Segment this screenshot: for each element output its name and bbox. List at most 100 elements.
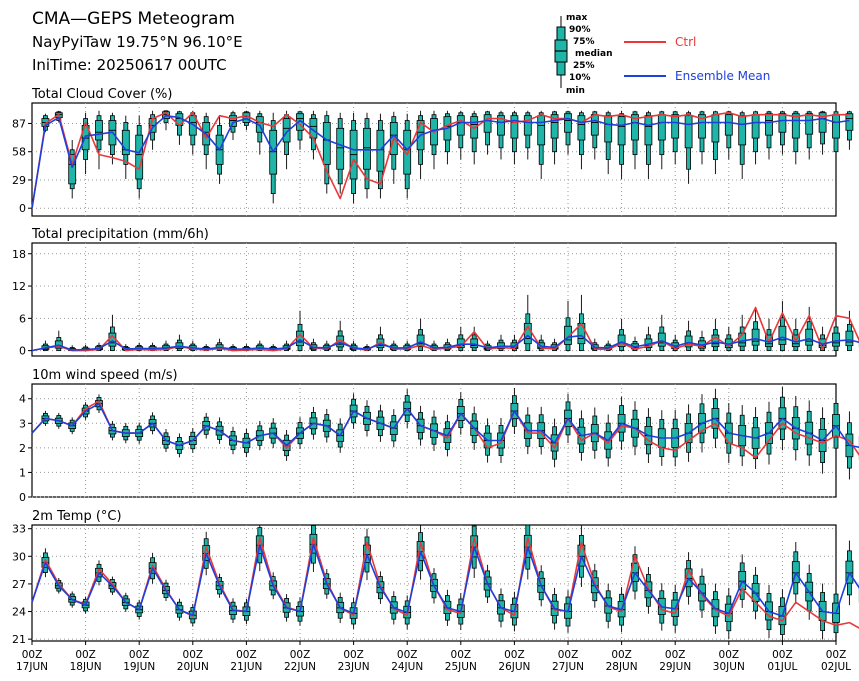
x-tick-label-date: 25JUN	[445, 661, 477, 673]
box-inner	[724, 114, 733, 136]
y-tick-label: 33	[12, 523, 26, 536]
panel-2: 0 1 2 3 4 10m wind speed (m/s)	[19, 368, 859, 504]
box-inner	[188, 115, 197, 136]
box-whisker	[711, 318, 720, 352]
box-inner	[818, 112, 827, 133]
y-tick-label: 87	[12, 117, 26, 130]
box-whisker	[108, 314, 117, 352]
box-inner	[657, 332, 666, 347]
x-tick-label-date: 21JUN	[230, 661, 262, 673]
x-tick-label-time: 00Z	[75, 649, 96, 661]
box-whisker	[322, 110, 331, 194]
box-whisker	[577, 110, 586, 170]
legend-label-p75: 75%	[573, 37, 595, 47]
box-inner	[121, 129, 130, 156]
x-tick-label-time: 00Z	[129, 649, 150, 661]
box-whisker	[135, 115, 144, 199]
x-axis: 00Z17JUN00Z18JUN00Z19JUN00Z20JUN00Z21JUN…	[16, 641, 851, 673]
box-whisker	[483, 110, 492, 155]
x-tick-label-date: 26JUN	[498, 661, 530, 673]
box-inner	[322, 122, 331, 165]
box-whisker	[537, 110, 546, 179]
box-whisker	[845, 110, 854, 150]
box-inner	[765, 113, 773, 136]
legend-label-median: median	[575, 49, 613, 59]
legend-label-p25: 25%	[573, 61, 595, 71]
box-whisker	[617, 318, 626, 352]
box-whisker	[698, 330, 706, 352]
box-whisker	[95, 110, 103, 170]
box-inner	[805, 113, 814, 135]
y-tick-label: 27	[12, 578, 26, 591]
box-whisker	[296, 310, 304, 352]
x-tick-label-date: 19JUN	[123, 661, 155, 673]
box-whisker	[617, 110, 626, 179]
x-tick-label-time: 00Z	[558, 649, 579, 661]
y-tick-label: 0	[19, 345, 26, 358]
box-whisker	[751, 306, 760, 352]
ensemble-mean-line	[31, 334, 859, 352]
panel-title: Total Cloud Cover (%)	[31, 87, 172, 102]
box-whisker	[738, 110, 747, 179]
x-tick-label-date: 23JUN	[338, 661, 370, 673]
box-whisker	[376, 113, 385, 199]
box-whisker	[523, 294, 532, 352]
y-tick-label: 21	[12, 633, 26, 646]
x-tick-label-time: 00Z	[826, 649, 847, 661]
box-whisker	[778, 110, 787, 155]
box-whisker	[644, 110, 653, 179]
box-inner	[684, 335, 693, 348]
x-tick-label-time: 00Z	[451, 649, 472, 661]
legend-label-p90: 90%	[569, 25, 591, 35]
panel-title: 2m Temp (°C)	[32, 509, 122, 524]
panel-3: 21 24 27 30 33 2m Temp (°C)	[12, 509, 859, 646]
box-inner	[336, 127, 345, 170]
panel-frame	[31, 242, 837, 357]
box-whisker	[791, 110, 800, 165]
x-tick-label-time: 00Z	[343, 649, 364, 661]
y-tick-label: 12	[12, 280, 26, 293]
box-whisker	[175, 110, 184, 145]
y-tick-label: 0	[19, 491, 26, 504]
box-inner	[778, 113, 787, 133]
box-whisker	[336, 112, 345, 194]
x-tick-label-time: 00Z	[22, 649, 43, 661]
box-inner	[698, 114, 706, 139]
box-inner	[832, 332, 840, 347]
y-tick-label: 2	[19, 442, 26, 455]
y-tick-label: 6	[19, 312, 26, 325]
box-whisker	[175, 334, 184, 352]
ensemble-mean-line	[31, 543, 859, 617]
box-whisker	[657, 314, 666, 352]
box-inner	[564, 113, 572, 133]
box-inner	[671, 114, 680, 139]
box-inner	[617, 334, 626, 348]
box-inner	[483, 114, 492, 133]
box-inner	[845, 330, 854, 347]
box-inner	[523, 115, 532, 136]
box-inner	[791, 113, 800, 139]
box-inner	[604, 115, 613, 143]
box-whisker	[778, 300, 787, 352]
box-whisker	[456, 110, 465, 160]
x-tick-label-date: 17JUN	[16, 661, 48, 673]
box-whisker	[751, 110, 760, 165]
box-inner	[631, 114, 639, 141]
box-whisker	[363, 112, 371, 199]
box-inner	[403, 129, 412, 175]
x-tick-label-time: 00Z	[772, 649, 793, 661]
box-whisker	[604, 110, 613, 175]
box-inner	[363, 127, 371, 170]
x-tick-label-date: 22JUN	[284, 661, 316, 673]
x-tick-label-time: 00Z	[236, 649, 257, 661]
box-inner	[684, 115, 693, 149]
legend-label-p10: 10%	[569, 73, 591, 83]
x-tick-label-time: 00Z	[290, 649, 311, 661]
box-whisker	[631, 110, 639, 170]
x-tick-label-date: 24JUN	[391, 661, 423, 673]
x-tick-label-date: 27JUN	[552, 661, 584, 673]
box-inner	[644, 115, 653, 146]
y-tick-label: 4	[19, 393, 26, 406]
box-inner	[590, 114, 599, 136]
